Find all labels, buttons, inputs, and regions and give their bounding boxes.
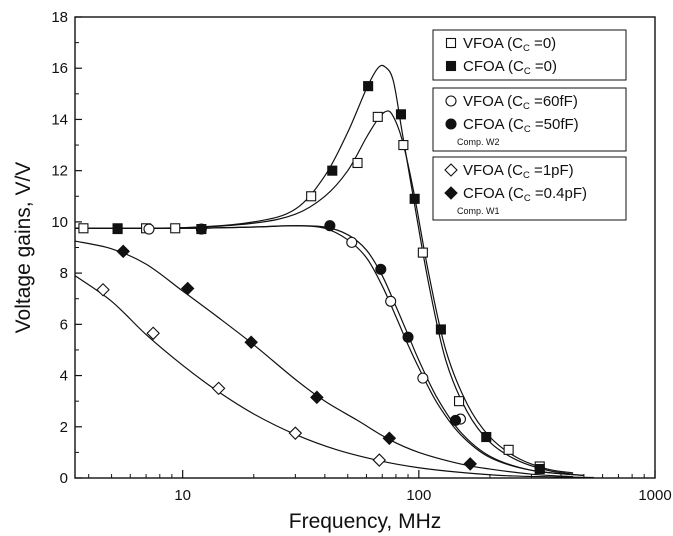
y-tick-label: 16 <box>51 60 68 77</box>
data-point-filled-circle <box>402 331 414 343</box>
y-tick-label: 14 <box>51 111 68 128</box>
data-point-open-circle <box>143 223 155 235</box>
data-point-filled-diamond <box>310 390 324 405</box>
x-tick-label: 100 <box>406 487 431 504</box>
data-point-open-square <box>306 191 317 202</box>
data-point-filled-square <box>112 224 123 235</box>
data-point-open-square <box>503 444 514 455</box>
axis-ticks: 0 2 4 6 8 10 12 14 16 18 10 100 1000 <box>51 9 671 504</box>
x-axis-title: Frequency, MHz <box>289 510 442 533</box>
legend-marker-filled-square <box>445 60 457 72</box>
data-point-open-circle <box>385 295 397 307</box>
data-point-filled-square <box>409 193 420 204</box>
y-tick-label: 8 <box>60 265 68 282</box>
legend-note: Comp. W1 <box>457 206 500 216</box>
legend-label: VFOA (CC =0) <box>463 35 556 54</box>
y-tick-label: 12 <box>51 163 68 180</box>
series-line-open-diamond <box>74 275 594 479</box>
legend-label: VFOA (CC =60fF) <box>463 93 578 112</box>
data-point-filled-square <box>534 463 545 475</box>
legend-marker-filled-circle <box>445 118 457 130</box>
legend-box <box>432 29 627 81</box>
data-point-open-circle <box>346 236 358 248</box>
legend-label: CFOA (CC =0) <box>463 58 557 77</box>
legend-label: CFOA (CC =50fF) <box>463 116 579 135</box>
data-point-filled-diamond <box>244 335 258 350</box>
data-point-open-circle <box>417 372 429 384</box>
data-point-filled-circle <box>449 414 462 426</box>
data-point-filled-square <box>395 109 407 120</box>
data-point-filled-circle <box>195 223 207 235</box>
data-point-open-diamond <box>372 453 387 467</box>
series-line-open-circle <box>74 225 584 477</box>
data-point-open-square <box>78 223 89 234</box>
data-point-filled-square <box>363 81 374 92</box>
y-tick-label: 2 <box>60 419 68 436</box>
legend-box <box>432 156 627 221</box>
data-point-filled-diamond <box>382 431 397 446</box>
data-point-open-diamond <box>146 326 160 341</box>
legend-label: CFOA (CC =0.4pF) <box>463 185 587 204</box>
data-point-open-diamond <box>96 282 110 297</box>
data-point-filled-diamond <box>463 457 477 471</box>
y-tick-label: 18 <box>51 9 68 26</box>
data-point-filled-diamond <box>180 281 195 296</box>
y-tick-label: 4 <box>60 368 68 385</box>
data-point-open-square <box>352 157 363 169</box>
data-point-open-square <box>417 247 428 258</box>
data-point-open-square <box>372 111 383 122</box>
data-point-filled-square <box>327 165 338 176</box>
data-point-open-square <box>170 223 181 234</box>
data-point-open-diamond <box>288 426 303 440</box>
y-tick-label: 0 <box>60 470 68 487</box>
data-point-filled-diamond <box>116 244 130 259</box>
legend: VFOA (CC =0) CFOA (CC =0) VFOA (CC =60fF) C… <box>432 29 627 221</box>
legend-marker-open-square <box>445 37 457 49</box>
x-tick-label: 1000 <box>638 487 671 504</box>
legend-label: VFOA (CC =1pF) <box>463 162 574 181</box>
y-tick-label: 10 <box>51 214 68 231</box>
data-point-open-square <box>398 140 409 151</box>
legend-marker-open-circle <box>445 95 457 107</box>
series-line-filled-diamond <box>74 240 574 478</box>
legend-marker-open-diamond <box>444 163 458 177</box>
series-line-filled-circle <box>74 225 584 477</box>
data-point-open-square <box>453 396 465 407</box>
data-point-open-diamond <box>211 381 226 396</box>
legend-box <box>432 87 627 152</box>
data-point-filled-circle <box>375 263 387 275</box>
legend-marker-filled-diamond <box>444 186 458 200</box>
y-axis-title: Voltage gains, V/V <box>12 162 35 334</box>
data-point-filled-square <box>435 324 446 335</box>
legend-note: Comp. W2 <box>457 137 500 147</box>
series-markers <box>78 81 545 475</box>
x-tick-label: 10 <box>174 487 191 504</box>
data-point-filled-square <box>481 431 492 443</box>
y-tick-label: 6 <box>60 316 68 333</box>
data-point-filled-circle <box>324 220 336 232</box>
